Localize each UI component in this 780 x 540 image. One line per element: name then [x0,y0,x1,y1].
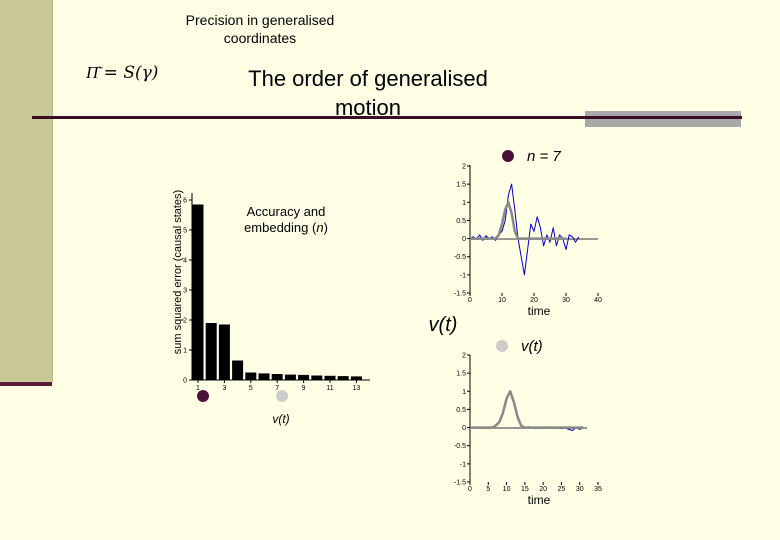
y-tick-label: 1.5 [456,182,466,189]
slide-header: Precision in generalised coordinates [160,11,360,47]
true-signal-line [470,390,584,429]
bar-title-line-2: embedding (n) [244,220,328,235]
bar-y-tick-label: 2 [183,318,187,325]
y-tick-label: -1 [460,461,466,468]
bar [258,373,270,380]
bar [245,372,257,380]
dark-dot-legend [197,390,209,402]
bar-y-tick-label: 0 [183,378,187,385]
y-tick-label: 2 [462,353,466,360]
bar [298,374,310,380]
light-dot-legend [276,390,288,402]
bar [271,374,283,380]
bar [205,323,217,380]
y-tick-label: -1.5 [454,291,466,298]
estimate-line [469,183,580,276]
light-dot-indicator [496,340,508,352]
bar-y-tick-label: 3 [183,288,187,295]
title-rule-accent [585,111,741,127]
bar-y-tick-label: 5 [183,228,187,235]
y-tick-label: 0.5 [456,218,466,225]
x-tick-label: 35 [594,486,602,493]
x-tick-label: 5 [486,486,490,493]
header-line-2: coordinates [223,30,297,46]
top-y-label: v(t) [429,314,458,336]
y-tick-label: 0.5 [456,407,466,414]
bar-x-tick-label: 13 [353,385,361,392]
x-tick-label: 20 [539,486,547,493]
y-tick-label: 1 [462,389,466,396]
bar [232,360,244,380]
bar [324,375,336,380]
bar-x-tick-label: 7 [275,385,279,392]
x-tick-label: 20 [530,297,538,304]
bottom-chart-annotation: v(t) [521,338,543,355]
bar [311,375,323,380]
bar-y-tick-label: 4 [183,258,187,265]
bar-y-label: sum squared error (causal states) [172,190,184,354]
bar [284,374,296,380]
y-tick-label: -0.5 [454,254,466,261]
title-line-2: motion [334,95,402,120]
header-line-1: Precision in generalised [185,12,335,28]
x-tick-label: 0 [468,297,472,304]
x-tick-label: 10 [503,486,511,493]
bar-y-tick-label: 6 [183,198,187,205]
dark-dot-indicator [502,150,514,162]
line-chart-bottom: v(t) -1.5-1-0.500.511.52 0 5 10 15 20 25 30 35 … [454,338,602,507]
title-line-1: The order of generalised [248,66,488,91]
bar-legend-label: v(t) [272,412,289,426]
bar [192,204,204,380]
sidebar-decoration [0,0,53,382]
y-tick-label: 1.5 [456,371,466,378]
slide-title: The order of generalised motion [220,64,516,122]
bar-y-tick-label: 1 [183,348,187,355]
x-tick-label: 10 [498,297,506,304]
x-tick-label: 40 [594,297,602,304]
bar-x-tick-label: 3 [222,385,226,392]
y-tick-label: 0 [462,236,466,243]
y-tick-label: -1 [460,272,466,279]
estimate-line [470,390,584,431]
y-tick-label: 0 [462,425,466,432]
title-rule [32,116,742,119]
precision-formula: Π͂ = S(γ) [86,63,159,83]
y-tick-label: -0.5 [454,443,466,450]
line-chart-top: n = 7 -1.5 -1 -0.5 0 0.5 1 1.5 2 0 10 20 30 40 time… [429,148,602,336]
bar [337,376,349,380]
top-x-label: time [528,304,551,318]
bottom-x-label: time [528,493,551,507]
x-tick-label: 30 [576,486,584,493]
sidebar-underline [0,382,52,386]
bar-chart: sum squared error (causal states) Accura… [172,190,370,426]
bar [350,376,362,380]
x-tick-label: 25 [558,486,566,493]
bar-x-tick-label: 1 [196,385,200,392]
bar-x-tick-label: 9 [302,385,306,392]
y-tick-label: 1 [462,200,466,207]
bar-title-line-1: Accuracy and [247,204,326,219]
x-tick-label: 30 [562,297,570,304]
true-signal-line [470,201,566,240]
bar-x-tick-label: 11 [326,385,333,392]
x-tick-label: 15 [521,486,529,493]
top-chart-annotation: n = 7 [527,148,561,165]
y-tick-label: -1.5 [454,480,466,487]
bar [218,324,230,380]
bar-x-tick-label: 5 [249,385,253,392]
x-tick-label: 0 [468,486,472,493]
y-tick-label: 2 [462,164,466,171]
